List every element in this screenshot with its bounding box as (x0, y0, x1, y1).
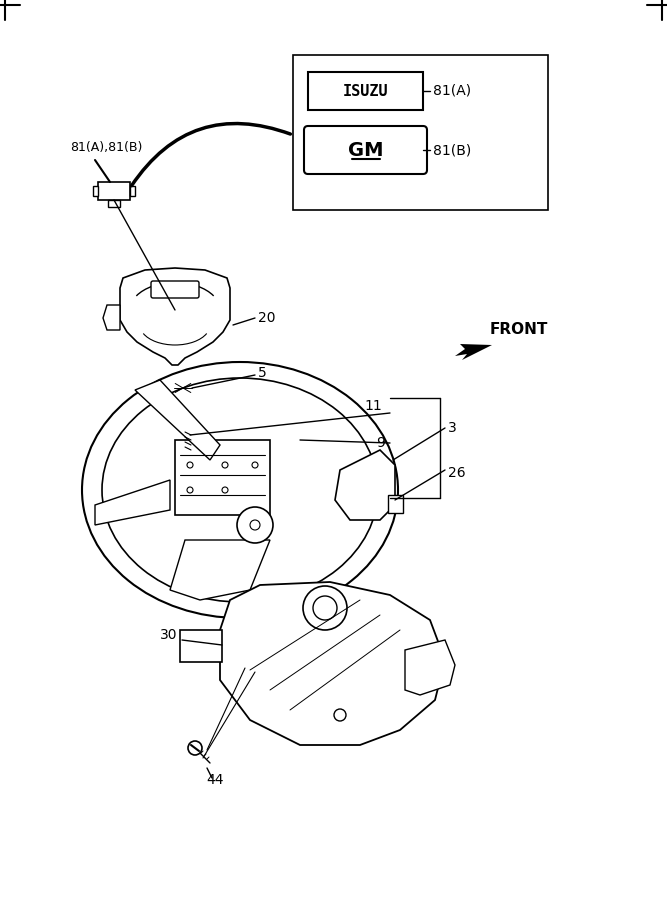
Text: 9: 9 (376, 436, 385, 450)
Polygon shape (335, 450, 395, 520)
Text: 81(A),81(B): 81(A),81(B) (70, 141, 142, 155)
Text: 5: 5 (258, 366, 267, 380)
Circle shape (188, 741, 202, 755)
Text: 3: 3 (448, 421, 457, 435)
Bar (98, 182, 130, 200)
Bar (175, 440, 270, 515)
Circle shape (174, 379, 192, 397)
Text: FRONT: FRONT (490, 322, 548, 338)
Polygon shape (405, 640, 455, 695)
Polygon shape (103, 305, 120, 330)
Text: 26: 26 (448, 466, 466, 480)
Ellipse shape (82, 362, 398, 618)
Circle shape (222, 462, 228, 468)
FancyArrowPatch shape (131, 123, 290, 185)
Polygon shape (135, 380, 220, 460)
Text: 81(B): 81(B) (433, 143, 472, 157)
Polygon shape (220, 582, 445, 745)
FancyBboxPatch shape (151, 281, 199, 298)
Circle shape (187, 462, 193, 468)
Text: 81(A): 81(A) (433, 84, 471, 98)
Circle shape (313, 596, 337, 620)
Bar (108, 200, 120, 207)
Bar (130, 186, 135, 196)
Text: 30: 30 (160, 628, 177, 642)
Text: ISUZU: ISUZU (343, 84, 388, 98)
Bar (293, 55, 548, 210)
Bar (308, 72, 423, 110)
Circle shape (334, 709, 346, 721)
Polygon shape (170, 540, 270, 600)
FancyBboxPatch shape (304, 126, 427, 174)
Text: GM: GM (348, 140, 384, 159)
Bar (388, 495, 403, 513)
Circle shape (187, 487, 193, 493)
Text: 44: 44 (206, 773, 223, 787)
Circle shape (179, 383, 187, 392)
Bar (180, 630, 222, 662)
Text: 20: 20 (258, 311, 275, 325)
Polygon shape (120, 268, 230, 365)
Circle shape (222, 487, 228, 493)
Circle shape (182, 419, 194, 431)
Circle shape (237, 507, 273, 543)
Ellipse shape (102, 378, 378, 602)
Bar (93, 186, 98, 196)
Circle shape (250, 520, 260, 530)
Polygon shape (95, 480, 170, 525)
Circle shape (303, 586, 347, 630)
Text: 11: 11 (364, 399, 382, 413)
Circle shape (252, 462, 258, 468)
Polygon shape (455, 344, 492, 360)
